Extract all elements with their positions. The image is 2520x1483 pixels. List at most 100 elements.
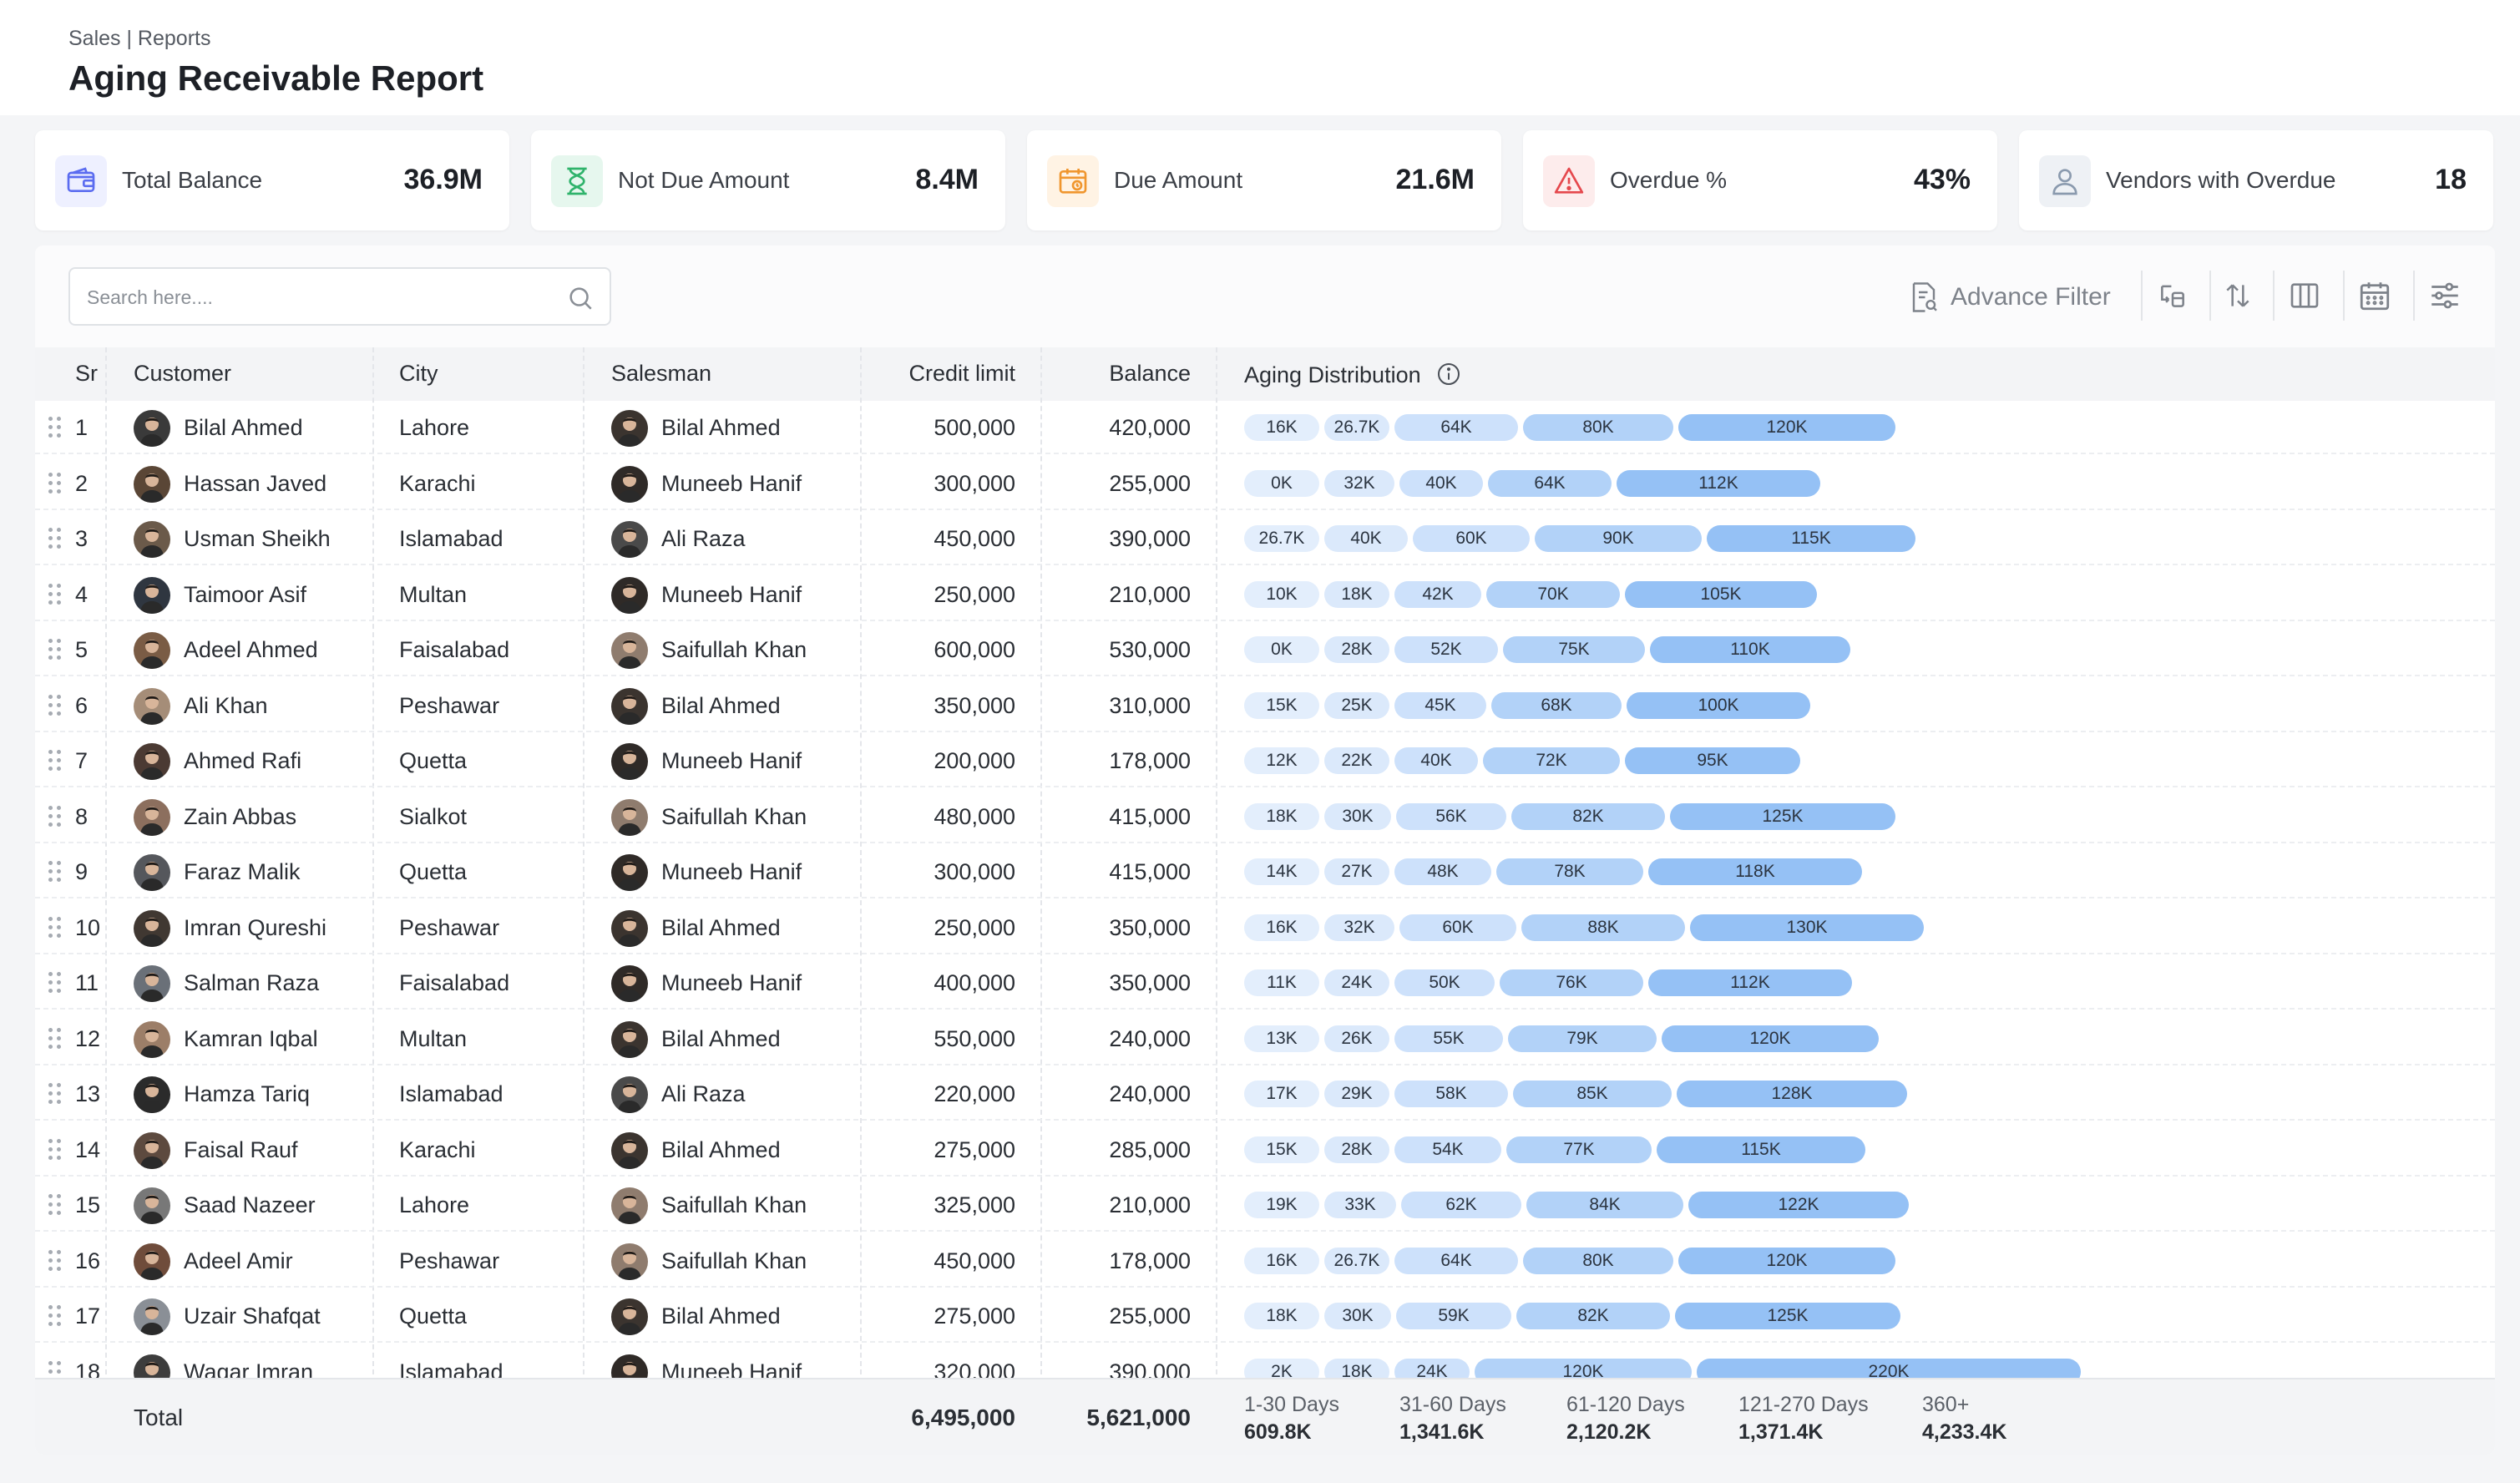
aging-bucket-segment[interactable]: 18K bbox=[1324, 580, 1389, 608]
aging-bucket-segment[interactable]: 105K bbox=[1625, 580, 1817, 608]
search-input[interactable] bbox=[87, 281, 554, 314]
column-header-salesman[interactable]: Salesman bbox=[611, 361, 712, 386]
summary-card[interactable]: Due Amount 21.6M bbox=[1027, 130, 1501, 230]
aging-bucket-segment[interactable]: 68K bbox=[1491, 691, 1622, 719]
table-row[interactable]: 15 Saad Nazeer Lahore Saifullah Khan 325… bbox=[35, 1178, 2495, 1232]
aging-bucket-segment[interactable]: 30K bbox=[1324, 1303, 1391, 1329]
customer-name[interactable]: Saad Nazeer bbox=[184, 1192, 316, 1217]
aging-bucket-segment[interactable]: 40K bbox=[1399, 469, 1483, 497]
salesman-name[interactable]: Bilal Ahmed bbox=[661, 1025, 781, 1051]
aging-bucket-segment[interactable]: 26.7K bbox=[1324, 414, 1389, 441]
aging-bucket-segment[interactable]: 0K bbox=[1244, 636, 1319, 663]
aging-bucket-segment[interactable]: 120K bbox=[1678, 414, 1895, 441]
columns-button[interactable] bbox=[2281, 272, 2328, 319]
aging-bucket-segment[interactable]: 122K bbox=[1688, 1192, 1909, 1218]
drag-handle-icon[interactable] bbox=[48, 750, 65, 772]
drag-handle-icon[interactable] bbox=[48, 1083, 65, 1105]
salesman-name[interactable]: Saifullah Khan bbox=[661, 1248, 807, 1273]
column-header-aging[interactable]: Aging Distribution bbox=[1244, 361, 1462, 388]
aging-bucket-segment[interactable]: 95K bbox=[1625, 747, 1800, 774]
customer-name[interactable]: Adeel Amir bbox=[184, 1248, 293, 1273]
aging-bucket-segment[interactable]: 125K bbox=[1675, 1303, 1900, 1329]
salesman-name[interactable]: Muneeb Hanif bbox=[661, 970, 802, 995]
aging-bucket-segment[interactable]: 84K bbox=[1526, 1192, 1683, 1218]
salesman-name[interactable]: Ali Raza bbox=[661, 526, 746, 551]
drag-handle-icon[interactable] bbox=[48, 639, 65, 661]
customer-name[interactable]: Ali Khan bbox=[184, 692, 268, 718]
aging-bucket-segment[interactable]: 59K bbox=[1396, 1303, 1511, 1329]
aging-bucket-segment[interactable]: 30K bbox=[1324, 802, 1391, 830]
aging-bucket-segment[interactable]: 18K bbox=[1244, 802, 1319, 830]
aging-bucket-segment[interactable]: 118K bbox=[1648, 858, 1862, 885]
aging-bucket-segment[interactable]: 15K bbox=[1244, 691, 1319, 719]
aging-bucket-segment[interactable]: 26.7K bbox=[1244, 525, 1319, 552]
aging-bucket-segment[interactable]: 80K bbox=[1523, 414, 1673, 441]
column-header-balance[interactable]: Balance bbox=[1109, 361, 1191, 386]
customer-name[interactable]: Ahmed Rafi bbox=[184, 748, 302, 773]
aging-bucket-segment[interactable]: 82K bbox=[1511, 802, 1665, 830]
aging-bucket-segment[interactable]: 80K bbox=[1523, 1247, 1673, 1274]
aging-bucket-segment[interactable]: 28K bbox=[1324, 1136, 1389, 1163]
aging-bucket-segment[interactable]: 11K bbox=[1244, 969, 1319, 996]
aging-bucket-segment[interactable]: 16K bbox=[1244, 914, 1319, 941]
aging-bucket-segment[interactable]: 0K bbox=[1244, 469, 1319, 497]
aging-bucket-segment[interactable]: 18K bbox=[1244, 1303, 1319, 1329]
aging-bucket-segment[interactable]: 85K bbox=[1513, 1081, 1672, 1107]
column-header-customer[interactable]: Customer bbox=[134, 361, 232, 386]
salesman-name[interactable]: Saifullah Khan bbox=[661, 803, 807, 829]
summary-card[interactable]: Overdue % 43% bbox=[1523, 130, 1997, 230]
summary-card[interactable]: Not Due Amount 8.4M bbox=[531, 130, 1005, 230]
aging-bucket-segment[interactable]: 64K bbox=[1394, 414, 1518, 441]
column-header-sr[interactable]: Sr bbox=[75, 361, 98, 386]
customer-name[interactable]: Usman Sheikh bbox=[184, 526, 331, 551]
salesman-name[interactable]: Ali Raza bbox=[661, 1081, 746, 1106]
aging-bucket-segment[interactable]: 76K bbox=[1500, 969, 1643, 996]
customer-name[interactable]: Hassan Javed bbox=[184, 470, 327, 496]
table-row[interactable]: 1 Bilal Ahmed Lahore Bilal Ahmed 500,000… bbox=[35, 401, 2495, 454]
column-header-credit-limit[interactable]: Credit limit bbox=[908, 361, 1015, 386]
aging-bucket-segment[interactable]: 72K bbox=[1483, 747, 1620, 774]
drag-handle-icon[interactable] bbox=[48, 972, 65, 994]
salesman-name[interactable]: Muneeb Hanif bbox=[661, 470, 802, 496]
aging-bucket-segment[interactable]: 55K bbox=[1394, 1025, 1503, 1052]
aging-bucket-segment[interactable]: 54K bbox=[1394, 1136, 1501, 1163]
aging-bucket-segment[interactable]: 115K bbox=[1707, 525, 1915, 552]
search-icon[interactable] bbox=[566, 284, 595, 312]
customer-name[interactable]: Bilal Ahmed bbox=[184, 415, 303, 440]
salesman-name[interactable]: Muneeb Hanif bbox=[661, 859, 802, 884]
group-rows-button[interactable] bbox=[2149, 272, 2196, 319]
aging-bucket-segment[interactable]: 32K bbox=[1324, 469, 1394, 497]
summary-card[interactable]: Total Balance 36.9M bbox=[35, 130, 509, 230]
salesman-name[interactable]: Muneeb Hanif bbox=[661, 748, 802, 773]
customer-name[interactable]: Kamran Iqbal bbox=[184, 1025, 318, 1051]
aging-bucket-segment[interactable]: 62K bbox=[1401, 1192, 1521, 1218]
salesman-name[interactable]: Saifullah Khan bbox=[661, 1192, 807, 1217]
table-row[interactable]: 2 Hassan Javed Karachi Muneeb Hanif 300,… bbox=[35, 457, 2495, 510]
drag-handle-icon[interactable] bbox=[48, 1027, 65, 1050]
aging-bucket-segment[interactable]: 130K bbox=[1690, 914, 1924, 941]
drag-handle-icon[interactable] bbox=[48, 1194, 65, 1216]
table-row[interactable]: 5 Adeel Ahmed Faisalabad Saifullah Khan … bbox=[35, 623, 2495, 676]
aging-bucket-segment[interactable]: 48K bbox=[1394, 858, 1491, 885]
aging-bucket-segment[interactable]: 25K bbox=[1324, 691, 1389, 719]
aging-bucket-segment[interactable]: 64K bbox=[1394, 1247, 1518, 1274]
aging-bucket-segment[interactable]: 19K bbox=[1244, 1192, 1319, 1218]
aging-bucket-segment[interactable]: 24K bbox=[1324, 969, 1389, 996]
table-row[interactable]: 10 Imran Qureshi Peshawar Bilal Ahmed 25… bbox=[35, 901, 2495, 954]
aging-bucket-segment[interactable]: 17K bbox=[1244, 1081, 1319, 1107]
table-row[interactable]: 13 Hamza Tariq Islamabad Ali Raza 220,00… bbox=[35, 1067, 2495, 1121]
drag-handle-icon[interactable] bbox=[48, 694, 65, 716]
table-row[interactable]: 14 Faisal Rauf Karachi Bilal Ahmed 275,0… bbox=[35, 1123, 2495, 1177]
customer-name[interactable]: Zain Abbas bbox=[184, 803, 297, 829]
drag-handle-icon[interactable] bbox=[48, 1249, 65, 1272]
drag-handle-icon[interactable] bbox=[48, 916, 65, 939]
table-row[interactable]: 16 Adeel Amir Peshawar Saifullah Khan 45… bbox=[35, 1234, 2495, 1288]
customer-name[interactable]: Salman Raza bbox=[184, 970, 320, 995]
aging-bucket-segment[interactable]: 58K bbox=[1394, 1081, 1508, 1107]
table-row[interactable]: 6 Ali Khan Peshawar Bilal Ahmed 350,000 … bbox=[35, 679, 2495, 732]
aging-bucket-segment[interactable]: 90K bbox=[1535, 525, 1702, 552]
aging-bucket-segment[interactable]: 26.7K bbox=[1324, 1247, 1389, 1274]
table-row[interactable]: 11 Salman Raza Faisalabad Muneeb Hanif 4… bbox=[35, 956, 2495, 1010]
customer-name[interactable]: Uzair Shafqat bbox=[184, 1303, 321, 1329]
salesman-name[interactable]: Bilal Ahmed bbox=[661, 692, 781, 718]
